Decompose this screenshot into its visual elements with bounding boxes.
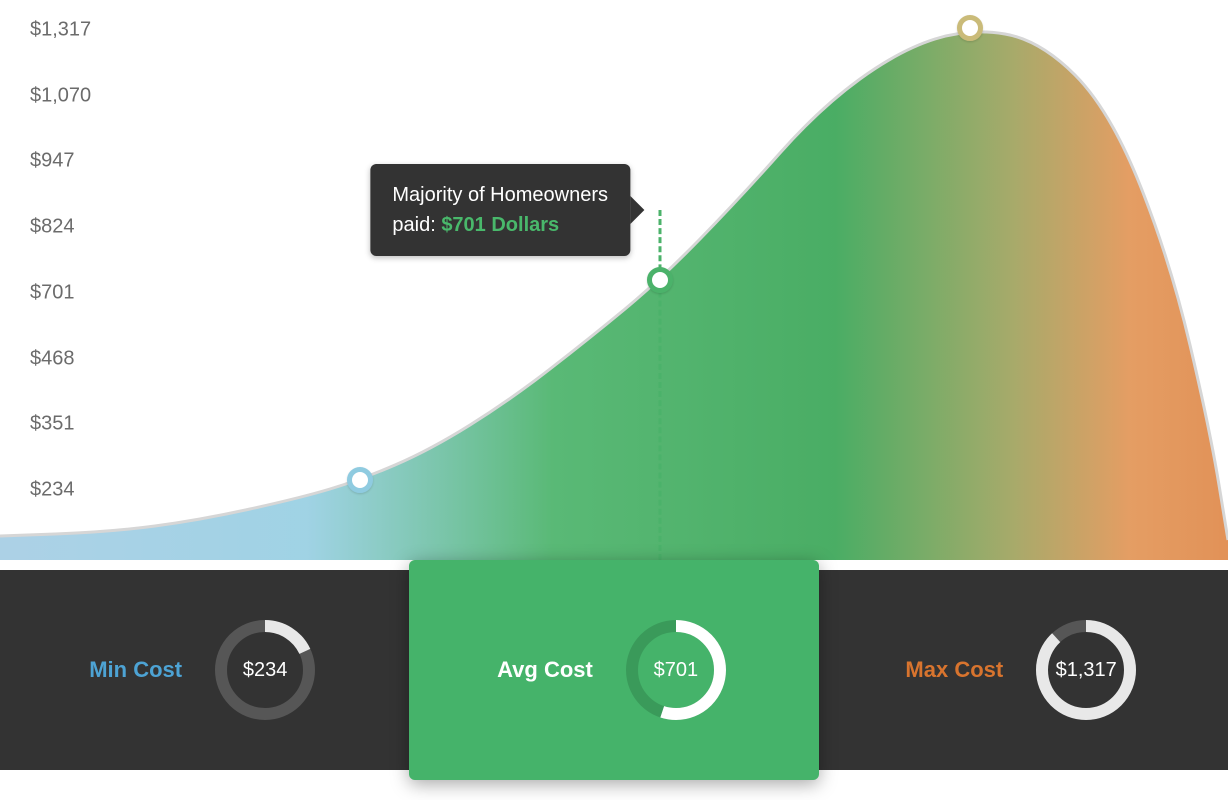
avg-cost-value: $701 [621, 615, 731, 725]
distribution-curve [0, 0, 1228, 560]
min-cost-card: Min Cost $234 [0, 570, 409, 770]
min-cost-value: $234 [210, 615, 320, 725]
cost-chart: $1,317 $1,070 $947 $824 $701 $468 $351 $… [0, 0, 1228, 800]
max-cost-label: Max Cost [905, 657, 1003, 683]
avg-marker [647, 267, 673, 293]
avg-cost-label: Avg Cost [497, 657, 593, 683]
avg-guideline [659, 210, 662, 560]
tooltip-value: $701 Dollars [441, 214, 559, 236]
summary-footer: Min Cost $234 Avg Cost $701 Max Cost $1,… [0, 560, 1228, 780]
max-donut: $1,317 [1031, 615, 1141, 725]
avg-donut: $701 [621, 615, 731, 725]
max-cost-value: $1,317 [1031, 615, 1141, 725]
max-marker [957, 15, 983, 41]
min-marker [347, 467, 373, 493]
tooltip-line2-prefix: paid: [392, 214, 441, 236]
tooltip-line1: Majority of Homeowners [392, 180, 608, 210]
min-cost-label: Min Cost [89, 657, 182, 683]
min-donut: $234 [210, 615, 320, 725]
avg-cost-card: Avg Cost $701 [409, 560, 818, 780]
plot-area: $1,317 $1,070 $947 $824 $701 $468 $351 $… [0, 0, 1228, 560]
max-cost-card: Max Cost $1,317 [819, 570, 1228, 770]
avg-tooltip: Majority of Homeowners paid: $701 Dollar… [370, 164, 630, 256]
